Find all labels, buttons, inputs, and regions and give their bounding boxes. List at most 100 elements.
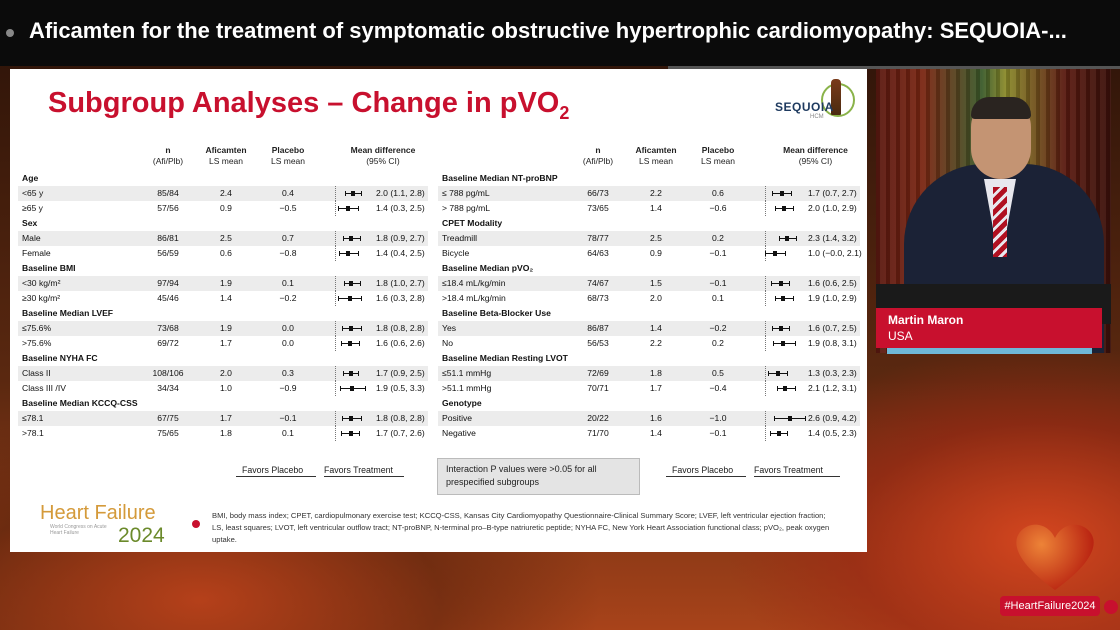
zero-reference-line <box>765 201 767 216</box>
table-row: Positive 20/22 1.6 −1.0 2.6 (0.9, 4.2) <box>438 411 860 426</box>
table-row: ≤51.1 mmHg 72/69 1.8 0.5 1.3 (0.3, 2.3) <box>438 366 860 381</box>
dot-icon <box>1104 600 1118 614</box>
point-estimate-marker <box>781 341 786 346</box>
forest-plot-cell <box>18 381 367 396</box>
table-row: ≤78.1 67/75 1.7 −0.1 1.8 (0.8, 2.8) <box>18 411 428 426</box>
row-placebo-mean: 0.6 <box>712 188 724 198</box>
table-row: <65 y 85/84 2.4 0.4 2.0 (1.1, 2.8) <box>18 186 428 201</box>
table-row: Treadmill 78/77 2.5 0.2 2.3 (1.4, 3.2) <box>438 231 860 246</box>
zero-reference-line <box>765 381 767 396</box>
subgroup-heading: Baseline NYHA FC <box>22 353 98 363</box>
forest-plot-cell <box>438 246 787 261</box>
ci-cap <box>360 326 362 331</box>
ci-cap <box>805 416 807 421</box>
ci-cap <box>795 236 797 241</box>
row-mean-difference: 1.4 (0.4, 2.5) <box>376 248 425 258</box>
table-row: >75.6% 69/72 1.7 0.0 1.6 (0.6, 2.6) <box>18 336 428 351</box>
ci-cap <box>774 206 776 211</box>
col-aficamten: Aficamten LS mean <box>205 145 247 166</box>
favors-placebo-label: Favors Placebo <box>672 465 734 475</box>
row-placebo-mean: −0.1 <box>279 413 297 423</box>
row-n: 97/94 <box>157 278 179 288</box>
favors-treatment-label: Favors Treatment <box>754 465 823 475</box>
ci-cap <box>778 236 780 241</box>
ci-cap <box>792 206 794 211</box>
row-aficamten-mean: 2.0 <box>650 293 662 303</box>
forest-plot-cell <box>18 411 362 426</box>
row-placebo-mean: 0.0 <box>282 338 294 348</box>
subgroup-table-right: n (Afi/Plb) Aficamten LS mean Placebo LS me… <box>438 141 862 441</box>
forest-plot-cell <box>18 231 361 246</box>
point-estimate-marker <box>782 206 787 211</box>
ci-cap <box>776 386 778 391</box>
col-aficamten: Aficamten LS mean <box>635 145 677 166</box>
row-aficamten-mean: 2.2 <box>650 188 662 198</box>
point-estimate-marker <box>345 206 350 211</box>
point-estimate-marker <box>350 386 355 391</box>
row-placebo-mean: 0.3 <box>282 368 294 378</box>
row-placebo-mean: −1.0 <box>709 413 727 423</box>
zero-reference-line <box>765 291 767 306</box>
zero-reference-line <box>765 321 767 336</box>
ci-cap <box>790 191 792 196</box>
ci-cap <box>357 206 359 211</box>
ci-cap <box>357 251 359 256</box>
row-placebo-mean: −0.2 <box>709 323 727 333</box>
table-row: <30 kg/m² 97/94 1.9 0.1 1.8 (1.0, 2.7) <box>18 276 428 291</box>
row-label: Treadmill <box>442 233 478 243</box>
row-mean-difference: 2.6 (0.9, 4.2) <box>808 413 857 423</box>
ci-cap <box>789 281 791 286</box>
row-mean-difference: 1.8 (0.8, 2.8) <box>376 323 425 333</box>
ci-cap <box>339 386 341 391</box>
bullet-icon <box>6 29 14 37</box>
subgroup-heading: CPET Modality <box>442 218 503 228</box>
arrow-left-icon <box>236 476 316 477</box>
ci-cap <box>765 251 767 256</box>
row-placebo-mean: 0.0 <box>282 323 294 333</box>
row-placebo-mean: −0.2 <box>279 293 297 303</box>
forest-plot-cell <box>438 336 796 351</box>
forest-plot-cell <box>438 291 794 306</box>
row-n: 86/81 <box>157 233 179 243</box>
ci-cap <box>360 416 362 421</box>
subgroup-heading: Baseline BMI <box>22 263 76 273</box>
heart-failure-2024-logo: Heart Failure World Congress on Acute He… <box>40 502 210 547</box>
favors-placebo-label: Favors Placebo <box>242 465 304 475</box>
zero-reference-line <box>335 366 337 381</box>
ci-cap <box>357 371 359 376</box>
row-placebo-mean: 0.7 <box>282 233 294 243</box>
row-n: 67/75 <box>157 413 179 423</box>
row-aficamten-mean: 1.7 <box>220 413 232 423</box>
row-placebo-mean: 0.1 <box>282 428 294 438</box>
ci-cap <box>792 296 794 301</box>
row-label: Male <box>22 233 41 243</box>
point-estimate-marker <box>349 416 354 421</box>
table-row: Female 56/59 0.6 −0.8 1.4 (0.4, 2.5) <box>18 246 428 261</box>
row-n: 73/68 <box>157 323 179 333</box>
zero-reference-line <box>765 276 767 291</box>
subgroup-heading: Baseline Median LVEF <box>22 308 114 318</box>
row-n: 73/65 <box>587 203 609 213</box>
subgroup-heading: Baseline Median KCCQ-CSS <box>22 398 138 408</box>
row-n: 75/65 <box>157 428 179 438</box>
ci-cap <box>787 431 789 436</box>
col-mean-difference: Mean difference (95% CI) <box>350 145 416 166</box>
table-row: Negative 71/70 1.4 −0.1 1.4 (0.5, 2.3) <box>438 426 860 441</box>
ci-cap <box>768 371 770 376</box>
row-label: >51.1 mmHg <box>442 383 492 393</box>
zero-reference-line <box>335 291 337 306</box>
row-placebo-mean: −0.1 <box>709 278 727 288</box>
speaker-name: Martin Maron <box>888 313 964 327</box>
interaction-note: Interaction P values were >0.05 for all … <box>437 458 640 495</box>
point-estimate-marker <box>785 236 790 241</box>
row-mean-difference: 1.9 (0.8, 3.1) <box>808 338 857 348</box>
row-placebo-mean: −0.6 <box>709 203 727 213</box>
row-placebo-mean: −0.4 <box>709 383 727 393</box>
forest-plot-cell <box>438 231 797 246</box>
row-mean-difference: 1.3 (0.3, 2.3) <box>808 368 857 378</box>
row-mean-difference: 1.9 (1.0, 2.9) <box>808 293 857 303</box>
ci-cap <box>772 326 774 331</box>
forest-plot-cell <box>18 336 360 351</box>
subgroup-heading: Sex <box>22 218 38 228</box>
sequoia-logo: SEQUOIA HCM <box>775 79 857 125</box>
